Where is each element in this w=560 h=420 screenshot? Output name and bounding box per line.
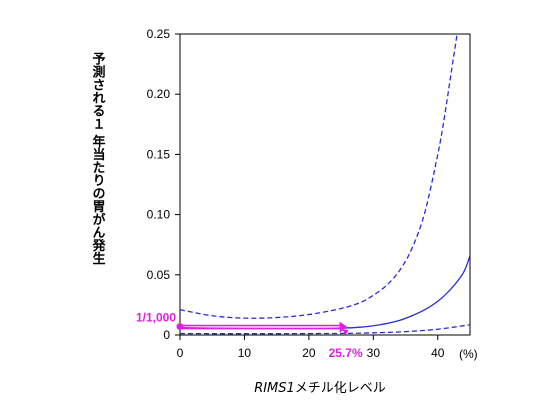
x-tick-label: 40 (431, 346, 445, 360)
x-axis-ticks: 0 10 20 30 40 (177, 335, 445, 360)
y-tick-label: 0.15 (147, 147, 171, 161)
y-axis-label: 予測される１ 年当たりの胃がん発生 (90, 52, 107, 265)
x-tick-label: 30 (367, 346, 381, 360)
y-tick-label: 0.25 (147, 27, 171, 41)
annotation-label-start: 1/1,000 (136, 311, 176, 325)
annotation-label-bg (327, 346, 364, 360)
annotation-label-threshold: 25.7% (329, 346, 363, 360)
x-unit-label: (%) (459, 347, 478, 361)
y-axis-ticks: 0 0.05 0.10 0.15 0.20 0.25 (147, 27, 180, 342)
series-lower-ci-line (180, 324, 470, 335)
x-axis-label-italic: RIMS1 (254, 381, 295, 396)
annotation-drop-head (342, 330, 349, 335)
y-tick-label: 0.10 (147, 208, 171, 222)
annotation-layer: 1/1,000 25.7% (136, 311, 364, 360)
annotation-arrow-head (339, 321, 348, 333)
x-tick-label: 10 (238, 346, 252, 360)
plot-border (179, 33, 471, 336)
x-axis-label: RIMS1メチル化レベル (254, 381, 386, 396)
plot-frame (179, 33, 471, 336)
y-tick-label: 0.05 (147, 268, 171, 282)
series-upper-ci-line (180, 34, 458, 319)
x-tick-label: 20 (302, 346, 316, 360)
x-tick-label: 0 (177, 346, 184, 360)
series-layer (180, 34, 470, 335)
x-axis-label-rest: メチル化レベル (295, 381, 386, 396)
y-tick-label: 0 (163, 328, 170, 342)
y-tick-label: 0.20 (147, 87, 171, 101)
